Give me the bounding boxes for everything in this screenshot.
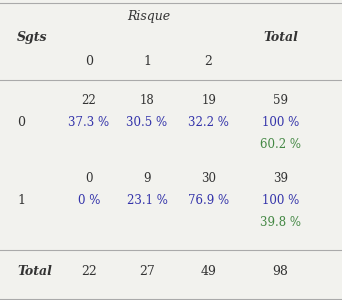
Text: Risque: Risque (127, 10, 170, 23)
Text: 22: 22 (81, 265, 97, 278)
Text: 39.8 %: 39.8 % (260, 216, 301, 229)
Text: 1: 1 (143, 55, 151, 68)
Text: Total: Total (17, 265, 52, 278)
Text: 30.5 %: 30.5 % (127, 116, 168, 130)
Text: 0 %: 0 % (78, 194, 100, 208)
Text: 0: 0 (17, 116, 25, 130)
Text: Total: Total (263, 31, 298, 44)
Text: 18: 18 (140, 94, 155, 107)
Text: 19: 19 (201, 94, 216, 107)
Text: 0: 0 (85, 172, 93, 185)
Text: 76.9 %: 76.9 % (188, 194, 229, 208)
Text: 22: 22 (81, 94, 96, 107)
Text: 2: 2 (205, 55, 213, 68)
Text: 9: 9 (143, 172, 151, 185)
Text: Sgts: Sgts (17, 31, 48, 44)
Text: 27: 27 (139, 265, 155, 278)
Text: 59: 59 (273, 94, 288, 107)
Text: 0: 0 (85, 55, 93, 68)
Text: 39: 39 (273, 172, 288, 185)
Text: 32.2 %: 32.2 % (188, 116, 229, 130)
Text: 23.1 %: 23.1 % (127, 194, 168, 208)
Text: 100 %: 100 % (262, 116, 299, 130)
Text: 37.3 %: 37.3 % (68, 116, 109, 130)
Text: 98: 98 (273, 265, 288, 278)
Text: 60.2 %: 60.2 % (260, 137, 301, 151)
Text: 1: 1 (17, 194, 25, 208)
Text: 100 %: 100 % (262, 194, 299, 208)
Text: 30: 30 (201, 172, 216, 185)
Text: 49: 49 (201, 265, 216, 278)
